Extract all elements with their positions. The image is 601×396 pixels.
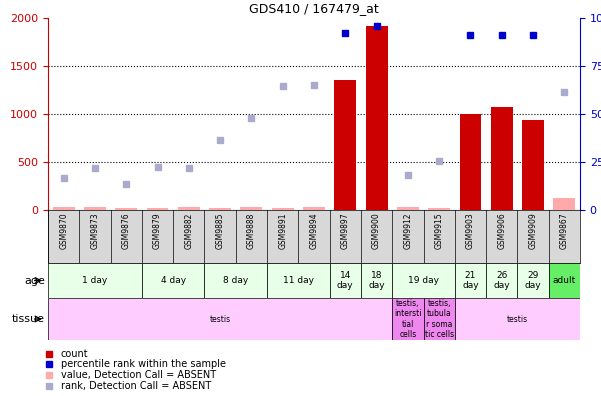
Text: GSM9885: GSM9885 bbox=[216, 213, 225, 249]
Text: GSM9894: GSM9894 bbox=[310, 213, 319, 249]
Bar bbox=[522, 120, 544, 210]
Text: 1 day: 1 day bbox=[82, 276, 108, 285]
Bar bbox=[455, 298, 580, 340]
Text: testis: testis bbox=[507, 314, 528, 324]
Bar bbox=[554, 198, 575, 210]
Text: tissue: tissue bbox=[12, 314, 45, 324]
Bar bbox=[424, 298, 455, 340]
Text: GSM9909: GSM9909 bbox=[528, 213, 537, 249]
Text: GSM9882: GSM9882 bbox=[185, 213, 194, 249]
Bar bbox=[334, 80, 356, 210]
Bar bbox=[365, 26, 388, 210]
Bar bbox=[303, 207, 325, 210]
Bar bbox=[115, 208, 137, 210]
Text: GSM9900: GSM9900 bbox=[372, 213, 381, 249]
Text: 18
day: 18 day bbox=[368, 271, 385, 290]
Text: 14
day: 14 day bbox=[337, 271, 353, 290]
Bar bbox=[272, 208, 294, 210]
Text: GSM9879: GSM9879 bbox=[153, 213, 162, 249]
Bar bbox=[147, 208, 168, 210]
Bar bbox=[53, 207, 75, 210]
Bar bbox=[460, 114, 481, 210]
Bar bbox=[517, 263, 549, 298]
Text: value, Detection Call = ABSENT: value, Detection Call = ABSENT bbox=[61, 370, 216, 380]
Bar bbox=[329, 263, 361, 298]
Bar bbox=[455, 263, 486, 298]
Text: adult: adult bbox=[553, 276, 576, 285]
Bar bbox=[142, 263, 204, 298]
Text: age: age bbox=[24, 276, 45, 286]
Text: testis: testis bbox=[210, 314, 231, 324]
Bar bbox=[84, 207, 106, 210]
Bar bbox=[361, 263, 392, 298]
Text: 4 day: 4 day bbox=[160, 276, 186, 285]
Text: 8 day: 8 day bbox=[223, 276, 248, 285]
Text: count: count bbox=[61, 349, 88, 359]
Text: GSM9897: GSM9897 bbox=[341, 213, 350, 249]
Text: GSM9867: GSM9867 bbox=[560, 213, 569, 249]
Text: 29
day: 29 day bbox=[525, 271, 542, 290]
Title: GDS410 / 167479_at: GDS410 / 167479_at bbox=[249, 2, 379, 15]
Text: GSM9876: GSM9876 bbox=[122, 213, 131, 249]
Text: 21
day: 21 day bbox=[462, 271, 479, 290]
Text: 19 day: 19 day bbox=[408, 276, 439, 285]
Text: GSM9906: GSM9906 bbox=[497, 213, 506, 249]
Bar bbox=[240, 207, 263, 210]
Bar bbox=[486, 263, 517, 298]
Text: GSM9873: GSM9873 bbox=[90, 213, 99, 249]
Bar bbox=[392, 298, 424, 340]
Text: testis,
tubula
r soma
tic cells: testis, tubula r soma tic cells bbox=[425, 299, 454, 339]
Text: GSM9870: GSM9870 bbox=[59, 213, 68, 249]
Bar bbox=[209, 208, 231, 210]
Text: GSM9903: GSM9903 bbox=[466, 213, 475, 249]
Text: GSM9891: GSM9891 bbox=[278, 213, 287, 249]
Text: GSM9912: GSM9912 bbox=[403, 213, 412, 249]
Bar bbox=[392, 263, 455, 298]
Bar bbox=[48, 298, 392, 340]
Text: percentile rank within the sample: percentile rank within the sample bbox=[61, 360, 226, 369]
Text: 26
day: 26 day bbox=[493, 271, 510, 290]
Bar bbox=[429, 208, 450, 210]
Bar bbox=[267, 263, 329, 298]
Text: GSM9888: GSM9888 bbox=[247, 213, 256, 249]
Bar bbox=[204, 263, 267, 298]
Text: GSM9915: GSM9915 bbox=[435, 213, 444, 249]
Bar bbox=[549, 263, 580, 298]
Bar bbox=[178, 207, 200, 210]
Bar bbox=[48, 263, 142, 298]
Text: 11 day: 11 day bbox=[283, 276, 314, 285]
Text: rank, Detection Call = ABSENT: rank, Detection Call = ABSENT bbox=[61, 381, 211, 391]
Text: testis,
intersti
tial
cells: testis, intersti tial cells bbox=[394, 299, 422, 339]
Bar bbox=[491, 107, 513, 210]
Bar bbox=[397, 207, 419, 210]
